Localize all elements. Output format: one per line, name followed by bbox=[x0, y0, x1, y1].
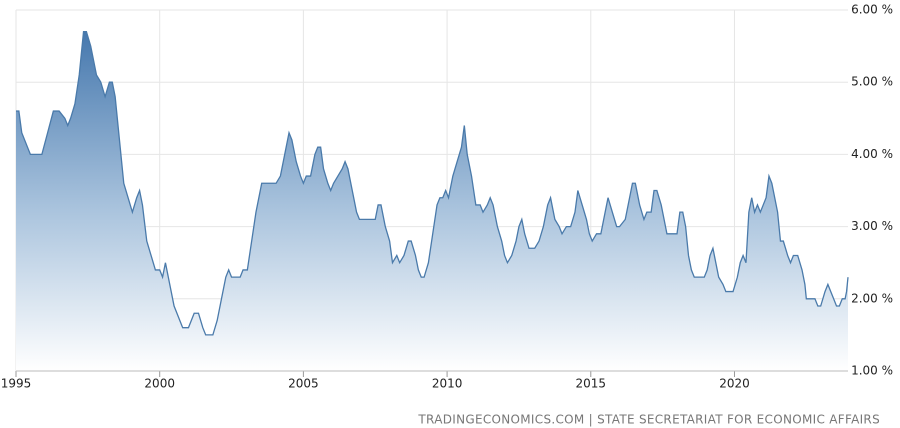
x-tick-label: 2000 bbox=[144, 377, 175, 391]
y-tick-label: 4.00 % bbox=[851, 147, 893, 161]
area bbox=[16, 31, 848, 371]
x-tick-label: 2015 bbox=[576, 377, 607, 391]
y-tick-label: 2.00 % bbox=[851, 291, 893, 305]
source: TRADINGECONOMICS.COM | STATE SECRETARIAT… bbox=[417, 413, 880, 427]
x-tick-label: 2005 bbox=[288, 377, 319, 391]
y-tick-label: 5.00 % bbox=[851, 75, 893, 89]
x-tick-label: 1995 bbox=[1, 377, 32, 391]
y-tick-label: 6.00 % bbox=[851, 3, 893, 17]
x-tick-label: 2010 bbox=[432, 377, 463, 391]
x-tick-label: 2020 bbox=[719, 377, 750, 391]
y-tick-label: 3.00 % bbox=[851, 219, 893, 233]
line bbox=[16, 31, 849, 336]
y-tick-label: 1.00 % bbox=[851, 364, 893, 378]
